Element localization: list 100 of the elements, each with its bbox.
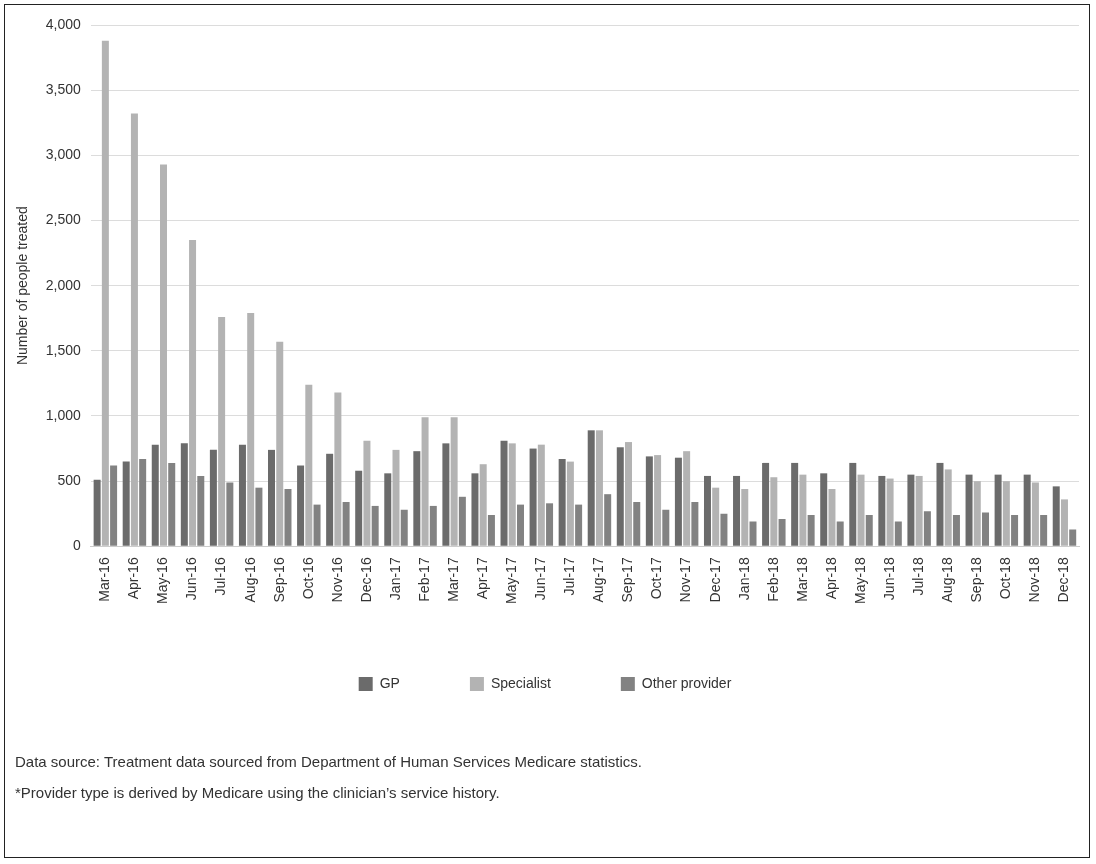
bar xyxy=(429,505,437,546)
bar xyxy=(487,515,495,546)
bar xyxy=(691,502,699,546)
bar xyxy=(936,462,944,546)
x-tick-label: Feb-18 xyxy=(764,557,781,602)
bar xyxy=(226,482,234,546)
bar xyxy=(326,453,334,546)
bar xyxy=(595,430,603,546)
x-tick-label: Sep-16 xyxy=(270,557,287,603)
bar xyxy=(994,474,1002,546)
y-tick-label: 0 xyxy=(73,537,82,554)
bar xyxy=(558,459,566,546)
x-tick-label: Jul-16 xyxy=(212,557,229,596)
bar xyxy=(820,473,828,546)
bar xyxy=(566,461,574,546)
x-tick-label: Sep-18 xyxy=(968,557,985,603)
bar xyxy=(1023,474,1031,546)
bar xyxy=(313,504,321,546)
bar xyxy=(1002,481,1010,546)
y-tick-label: 3,500 xyxy=(45,81,82,98)
bar xyxy=(944,469,952,546)
bar xyxy=(159,164,167,546)
x-tick-label: Aug-16 xyxy=(241,557,258,603)
bar xyxy=(857,474,865,546)
bar xyxy=(255,487,263,546)
bar xyxy=(604,494,612,546)
x-tick-label: May-16 xyxy=(154,557,171,604)
bar xyxy=(297,465,305,546)
bar xyxy=(982,512,990,546)
bar xyxy=(778,518,786,546)
x-tick-label: Dec-17 xyxy=(706,557,723,603)
x-tick-label: May-17 xyxy=(503,557,520,604)
bar xyxy=(342,502,350,546)
bar xyxy=(791,462,799,546)
bar xyxy=(284,488,292,546)
bar xyxy=(529,448,537,546)
bar xyxy=(828,488,836,546)
bar xyxy=(355,470,363,546)
bar xyxy=(836,521,844,546)
bar xyxy=(218,316,226,546)
bar xyxy=(276,341,284,546)
bar xyxy=(1060,499,1068,546)
bar xyxy=(1069,529,1077,546)
bar xyxy=(703,475,711,546)
bar xyxy=(139,459,147,546)
bar xyxy=(247,313,255,546)
bar xyxy=(500,440,508,546)
bar xyxy=(334,392,342,546)
bar xyxy=(762,462,770,546)
bar xyxy=(238,444,246,546)
x-tick-label: Jan-17 xyxy=(386,557,403,601)
bar xyxy=(450,417,458,546)
bar xyxy=(770,477,778,546)
bar xyxy=(654,455,662,546)
x-tick-label: Sep-17 xyxy=(619,557,636,603)
bar xyxy=(400,509,408,546)
x-tick-label: Apr-18 xyxy=(822,557,839,600)
x-tick-label: Jun-18 xyxy=(880,557,897,601)
bar xyxy=(625,442,633,546)
source-note: Data source: Treatment data sourced from Department of Human Services Medicare statistics. xyxy=(15,753,642,770)
x-tick-label: Mar-16 xyxy=(96,557,113,602)
x-tick-label: Apr-16 xyxy=(125,557,142,600)
bar xyxy=(180,443,188,546)
bar xyxy=(122,461,130,546)
bar xyxy=(749,521,757,546)
legend-label: Specialist xyxy=(490,674,551,691)
bar xyxy=(537,444,545,546)
y-tick-label: 2,500 xyxy=(45,211,82,228)
x-tick-label: Nov-16 xyxy=(328,557,345,603)
bar xyxy=(733,475,741,546)
bar xyxy=(93,479,101,546)
bar xyxy=(130,113,138,546)
x-tick-label: Dec-18 xyxy=(1055,557,1072,603)
bar xyxy=(741,488,749,546)
bar xyxy=(915,475,923,546)
y-tick-label: 1,500 xyxy=(45,341,82,358)
x-tick-label: Nov-18 xyxy=(1026,557,1043,603)
y-tick-label: 4,000 xyxy=(45,15,82,32)
x-tick-label: Oct-17 xyxy=(648,557,665,600)
bar xyxy=(471,473,479,546)
bar xyxy=(101,40,109,546)
bar xyxy=(849,462,857,546)
bar xyxy=(923,511,931,546)
bar xyxy=(442,443,450,546)
y-tick-label: 2,000 xyxy=(45,276,82,293)
bar xyxy=(712,487,720,546)
legend-label: GP xyxy=(379,674,400,691)
bar xyxy=(197,475,205,546)
bar xyxy=(973,481,981,546)
bar xyxy=(268,449,276,546)
x-tick-label: Mar-17 xyxy=(444,557,461,602)
bar xyxy=(384,473,392,546)
bar xyxy=(878,475,886,546)
bar xyxy=(799,474,807,546)
bar xyxy=(907,474,915,546)
bar xyxy=(546,503,554,546)
x-tick-label: Aug-18 xyxy=(939,557,956,603)
y-tick-label: 500 xyxy=(57,472,82,489)
bar xyxy=(645,456,653,546)
bar xyxy=(168,462,176,546)
